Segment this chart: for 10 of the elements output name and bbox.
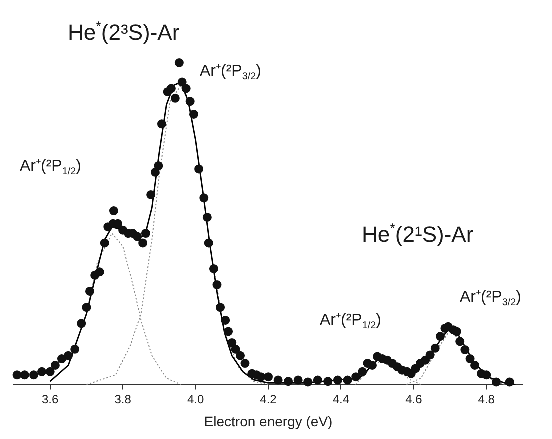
x-axis-title: Electron energy (eV) bbox=[204, 413, 333, 430]
x-tick-label: 3.6 bbox=[42, 392, 60, 406]
annotation: He*(2¹S)-Ar bbox=[362, 220, 474, 247]
x-tick-label: 3.8 bbox=[114, 392, 132, 406]
x-tick-label: 4.2 bbox=[260, 392, 278, 406]
x-tick-label: 4.0 bbox=[187, 392, 204, 406]
x-tick-label: 4.4 bbox=[332, 392, 350, 406]
x-tick-label: 4.8 bbox=[478, 392, 496, 406]
chart-title: He*(2³S)-Ar bbox=[68, 18, 180, 45]
x-tick-label: 4.6 bbox=[406, 392, 423, 406]
